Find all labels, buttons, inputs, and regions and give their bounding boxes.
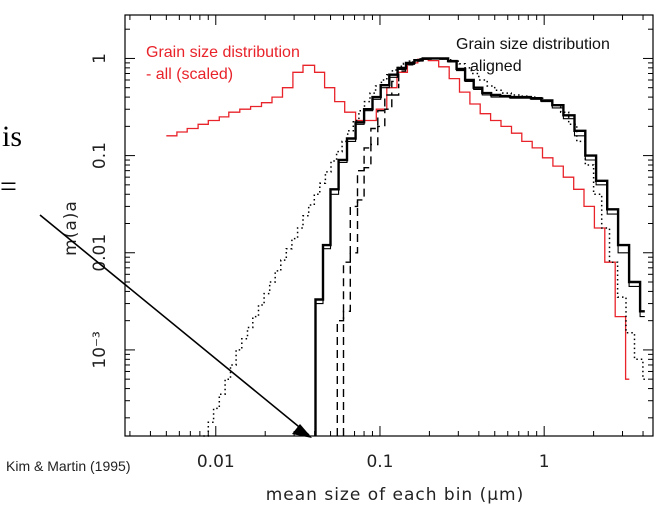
axis-ticks [125, 15, 653, 436]
series-line-3 [336, 57, 440, 436]
series-layer [166, 57, 647, 437]
x-tick-label: 1 [539, 452, 550, 472]
annotation-all-title: Grain size distribution [146, 44, 300, 61]
annotation-all-subtitle: - all (scaled) [146, 66, 233, 83]
pointer-arrow-line [39, 214, 310, 436]
y-tick-label: 0.01 [90, 234, 110, 272]
annotation-aligned-subtitle: aligned [470, 58, 522, 75]
series-line-1 [314, 57, 645, 436]
y-tick-label: 10⁻³ [90, 331, 110, 368]
series-line-5 [203, 57, 647, 437]
y-tick-label: 1 [90, 53, 110, 64]
series-line-0 [166, 58, 630, 380]
y-axis-label: m(a)a [61, 200, 81, 256]
x-axis-label: mean size of each bin (μm) [266, 485, 525, 505]
plot-frame [124, 14, 654, 437]
annotation-aligned-title: Grain size distribution [456, 36, 610, 53]
fragment-is: is [2, 120, 22, 153]
series-line-4 [342, 83, 400, 436]
y-tick-label: 0.1 [90, 142, 110, 169]
fragment-equals: = [0, 170, 17, 203]
series-line-2 [314, 58, 645, 436]
pointer-arrowhead [292, 424, 312, 438]
x-tick-label: 0.1 [366, 452, 393, 472]
x-tick-label: 0.01 [197, 452, 235, 472]
credit-citation: Kim & Martin (1995) [6, 458, 130, 474]
